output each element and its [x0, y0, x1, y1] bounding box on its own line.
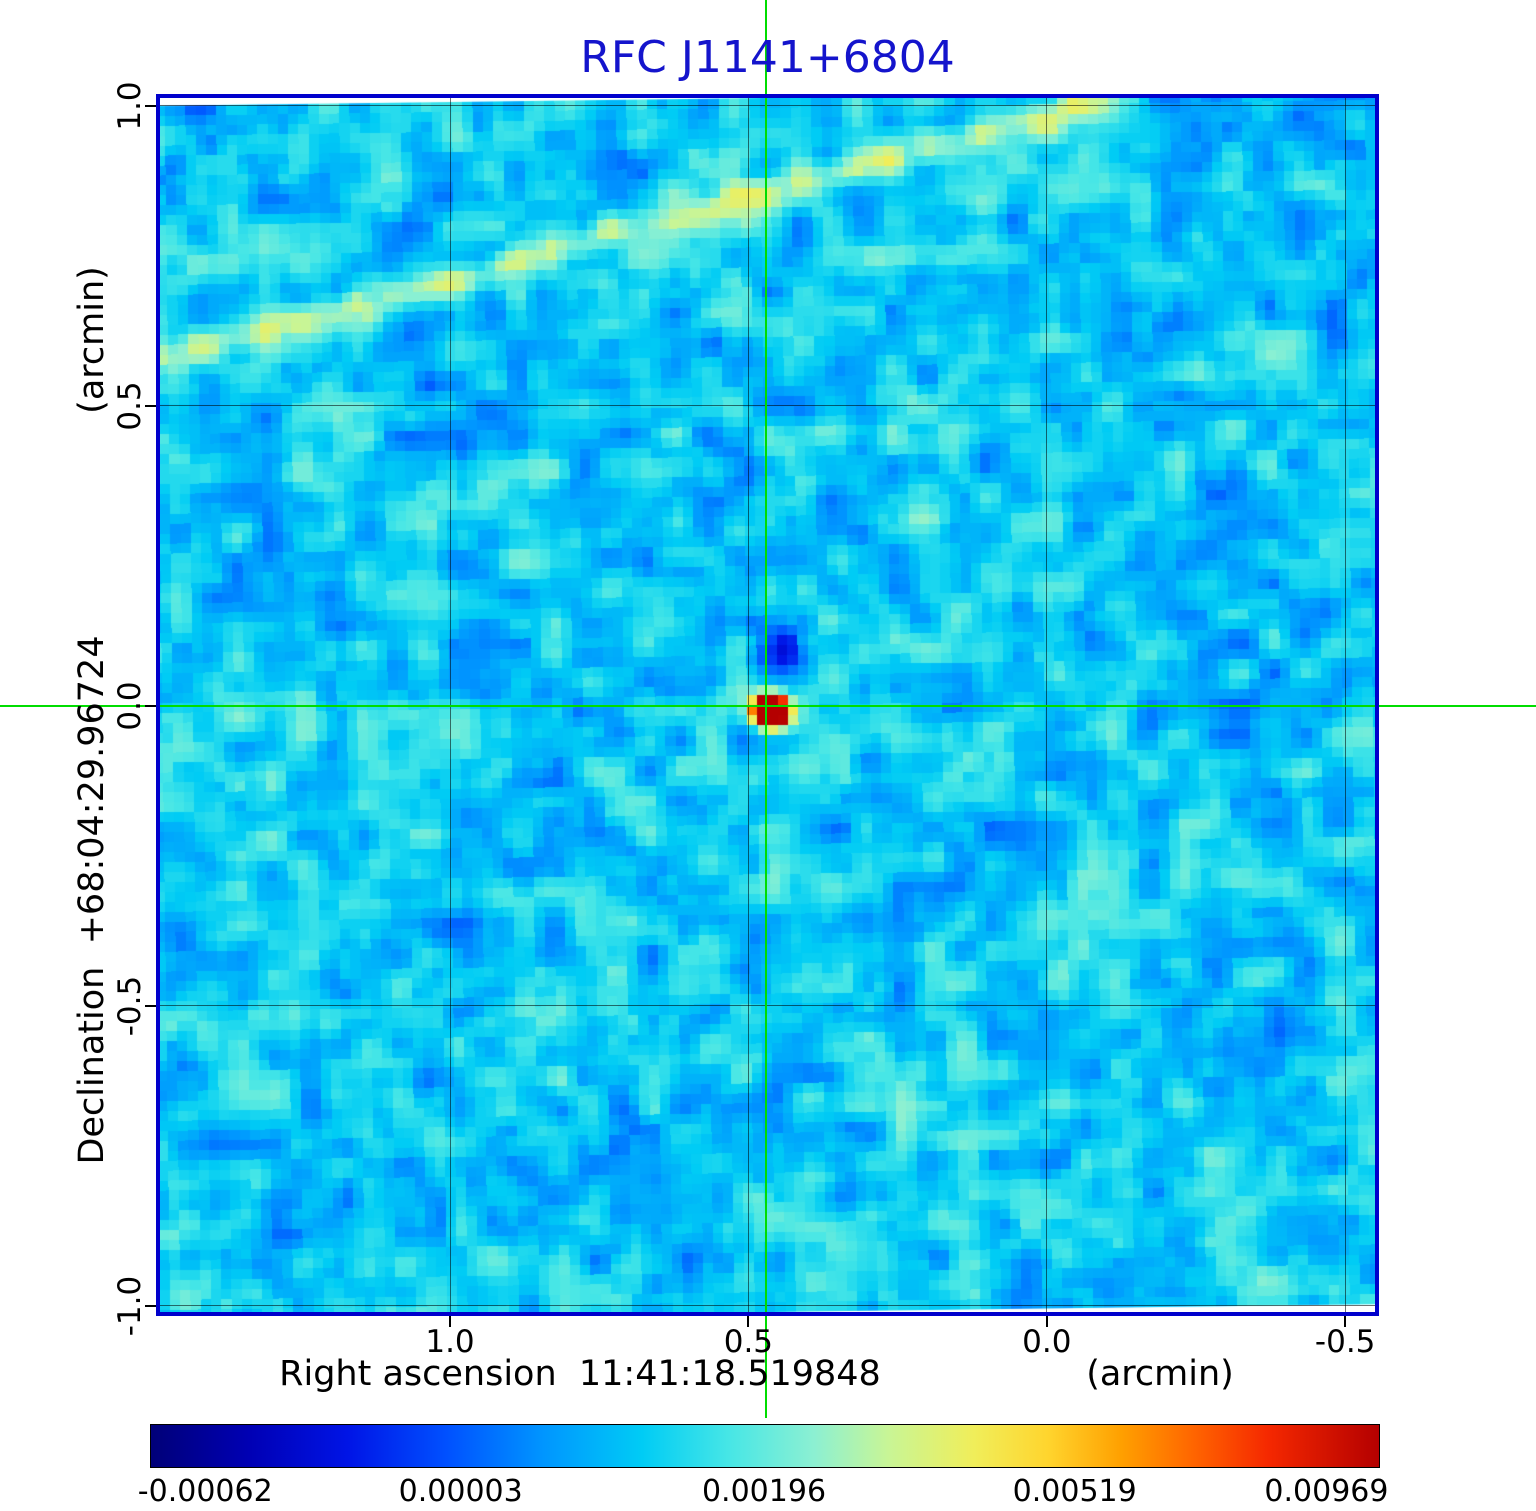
y-axis-unit-label: (arcmin) — [72, 266, 112, 414]
y-tick-mark — [145, 1304, 156, 1307]
x-tick-mark — [449, 1316, 452, 1327]
colorbar-tick-label: 0.00196 — [701, 1474, 827, 1509]
x-tick-label: 0.0 — [1022, 1324, 1072, 1360]
grid-line-y — [160, 1305, 1375, 1307]
grid-line-y — [160, 1005, 1375, 1007]
x-tick-label: 1.0 — [425, 1324, 475, 1360]
y-tick-label: 0.5 — [112, 381, 148, 431]
y-tick-label: 0.0 — [112, 681, 148, 731]
y-tick-mark — [145, 704, 156, 707]
y-tick-label: 1.0 — [112, 81, 148, 131]
colorbar-tick-label: 0.00003 — [398, 1474, 523, 1509]
grid-line-y — [160, 405, 1375, 407]
y-tick-label: -0.5 — [112, 975, 148, 1037]
x-tick-mark — [1344, 1316, 1347, 1327]
x-axis-title: Right ascension 11:41:18.519848 — [279, 1354, 881, 1394]
crosshair-horizontal-line — [0, 704, 1536, 707]
x-tick-label: -0.5 — [1314, 1324, 1376, 1360]
colorbar-tick-label: 0.00519 — [1012, 1474, 1137, 1509]
x-tick-mark — [1045, 1316, 1048, 1327]
y-axis-title: Declination +68:04:29.96724 — [72, 635, 112, 1165]
y-tick-label: -1.0 — [112, 1275, 148, 1337]
plot-title: RFC J1141+6804 — [580, 32, 955, 83]
y-tick-mark — [145, 104, 156, 107]
crosshair-vertical-line — [765, 0, 768, 1418]
grid-line-y — [160, 105, 1375, 107]
y-tick-mark — [145, 404, 156, 407]
colorbar-tick-label: 0.00969 — [1264, 1474, 1389, 1509]
y-tick-mark — [145, 1004, 156, 1007]
x-tick-mark — [747, 1316, 750, 1327]
x-axis-unit-label: (arcmin) — [1086, 1354, 1234, 1394]
colorbar-gradient — [150, 1424, 1380, 1468]
colorbar-tick-label: -0.00062 — [137, 1474, 273, 1509]
x-tick-label: 0.5 — [723, 1324, 774, 1360]
